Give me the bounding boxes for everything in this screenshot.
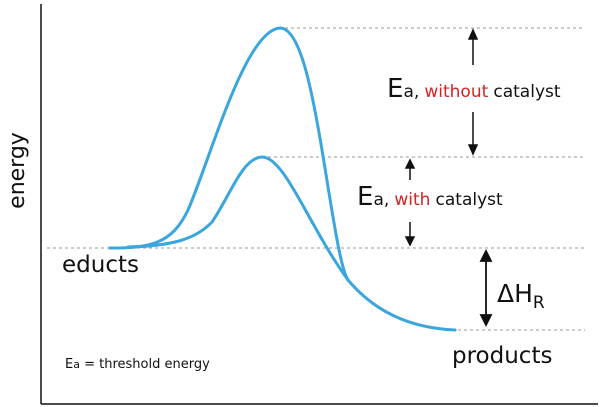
curve-with-catalyst (126, 155, 457, 332)
curve-without-catalyst (108, 26, 350, 282)
threshold-energy-footnote: Ea = threshold energy (65, 357, 210, 372)
y-axis-title: energy (4, 131, 30, 209)
double-arrow-up-down-icon (479, 248, 493, 328)
arrow-ea-with-icon (404, 158, 416, 247)
ea-with-catalyst-label: Ea, with catalyst (357, 182, 503, 212)
arrow-ea-without-icon (467, 28, 479, 156)
delta-h-label: ΔHR (497, 279, 545, 313)
ea-without-catalyst-label: Ea, without catalyst (387, 74, 561, 104)
products-label: products (452, 343, 553, 369)
educts-label: educts (62, 252, 139, 278)
